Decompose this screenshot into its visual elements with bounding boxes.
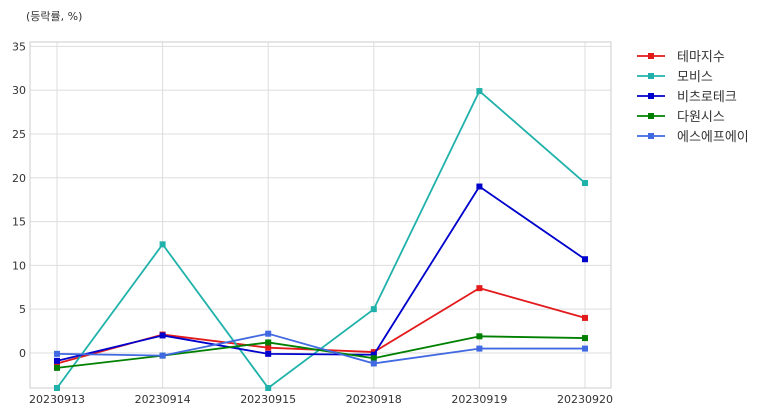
grid-lines xyxy=(30,42,611,388)
data-point xyxy=(159,332,166,339)
y-axis-label: (등락률, %) xyxy=(26,10,82,23)
data-point xyxy=(54,385,60,391)
y-tick-label: 0 xyxy=(19,347,26,360)
plot-frame xyxy=(29,41,612,389)
data-point xyxy=(265,339,272,346)
data-point xyxy=(265,344,272,351)
y-tick-label: 25 xyxy=(12,128,26,141)
data-point xyxy=(582,345,588,352)
data-point xyxy=(54,350,60,357)
legend-entry-label: 테마지수 xyxy=(677,50,725,65)
x-tick-label: 20230914 xyxy=(135,393,191,406)
legend-entry-label: 다원시스 xyxy=(677,110,725,125)
series-lines xyxy=(54,88,588,391)
data-point xyxy=(265,385,272,391)
y-tick-label: 15 xyxy=(12,216,26,229)
series-line-테마지수 xyxy=(56,287,586,365)
legend-marker xyxy=(648,113,654,119)
data-point xyxy=(54,357,60,364)
data-point xyxy=(582,314,588,321)
series-line-에스에프에이 xyxy=(56,332,585,365)
data-point xyxy=(582,256,588,263)
data-point xyxy=(476,88,483,95)
x-tick-label: 20230919 xyxy=(451,393,507,406)
series-line-다원시스 xyxy=(56,335,586,369)
legend-marker xyxy=(648,133,654,139)
data-point xyxy=(370,306,377,313)
data-point xyxy=(476,183,483,190)
data-point xyxy=(370,360,377,367)
data-point xyxy=(54,364,60,371)
y-tick-label: 35 xyxy=(12,40,26,53)
data-point xyxy=(370,351,377,358)
y-tick-label: 5 xyxy=(19,303,26,316)
legend-entry-label: 비츠로테크 xyxy=(677,90,737,105)
y-tick-label: 10 xyxy=(12,259,26,272)
series-line-비츠로테크 xyxy=(56,185,586,362)
data-point xyxy=(476,285,483,292)
legend-entry-label: 모비스 xyxy=(677,70,713,85)
legend-entry-label: 에스에프에이 xyxy=(677,130,749,145)
x-tick-label: 20230918 xyxy=(346,393,402,406)
data-point xyxy=(159,241,166,248)
y-tick-label: 30 xyxy=(12,84,26,97)
legend-marker xyxy=(648,93,654,99)
data-point xyxy=(582,180,588,187)
data-point xyxy=(476,333,483,340)
data-point xyxy=(370,355,377,362)
data-point xyxy=(582,335,588,342)
x-tick-label: 20230913 xyxy=(29,393,85,406)
data-point xyxy=(265,330,272,337)
x-tick-label: 20230920 xyxy=(557,393,613,406)
series-line-모비스 xyxy=(56,90,586,389)
y-tick-label: 20 xyxy=(12,172,26,185)
y-tick-labels: 0 5 10 15 20 25 30 35 xyxy=(12,40,26,360)
legend-marker xyxy=(648,53,654,59)
data-point xyxy=(476,345,483,352)
x-tick-label: 20230915 xyxy=(240,393,296,406)
x-tick-labels: 20230913 20230914 20230915 20230918 20230919… xyxy=(29,393,613,406)
data-point xyxy=(159,352,166,359)
data-point xyxy=(265,350,272,357)
legend-marker xyxy=(648,73,654,79)
